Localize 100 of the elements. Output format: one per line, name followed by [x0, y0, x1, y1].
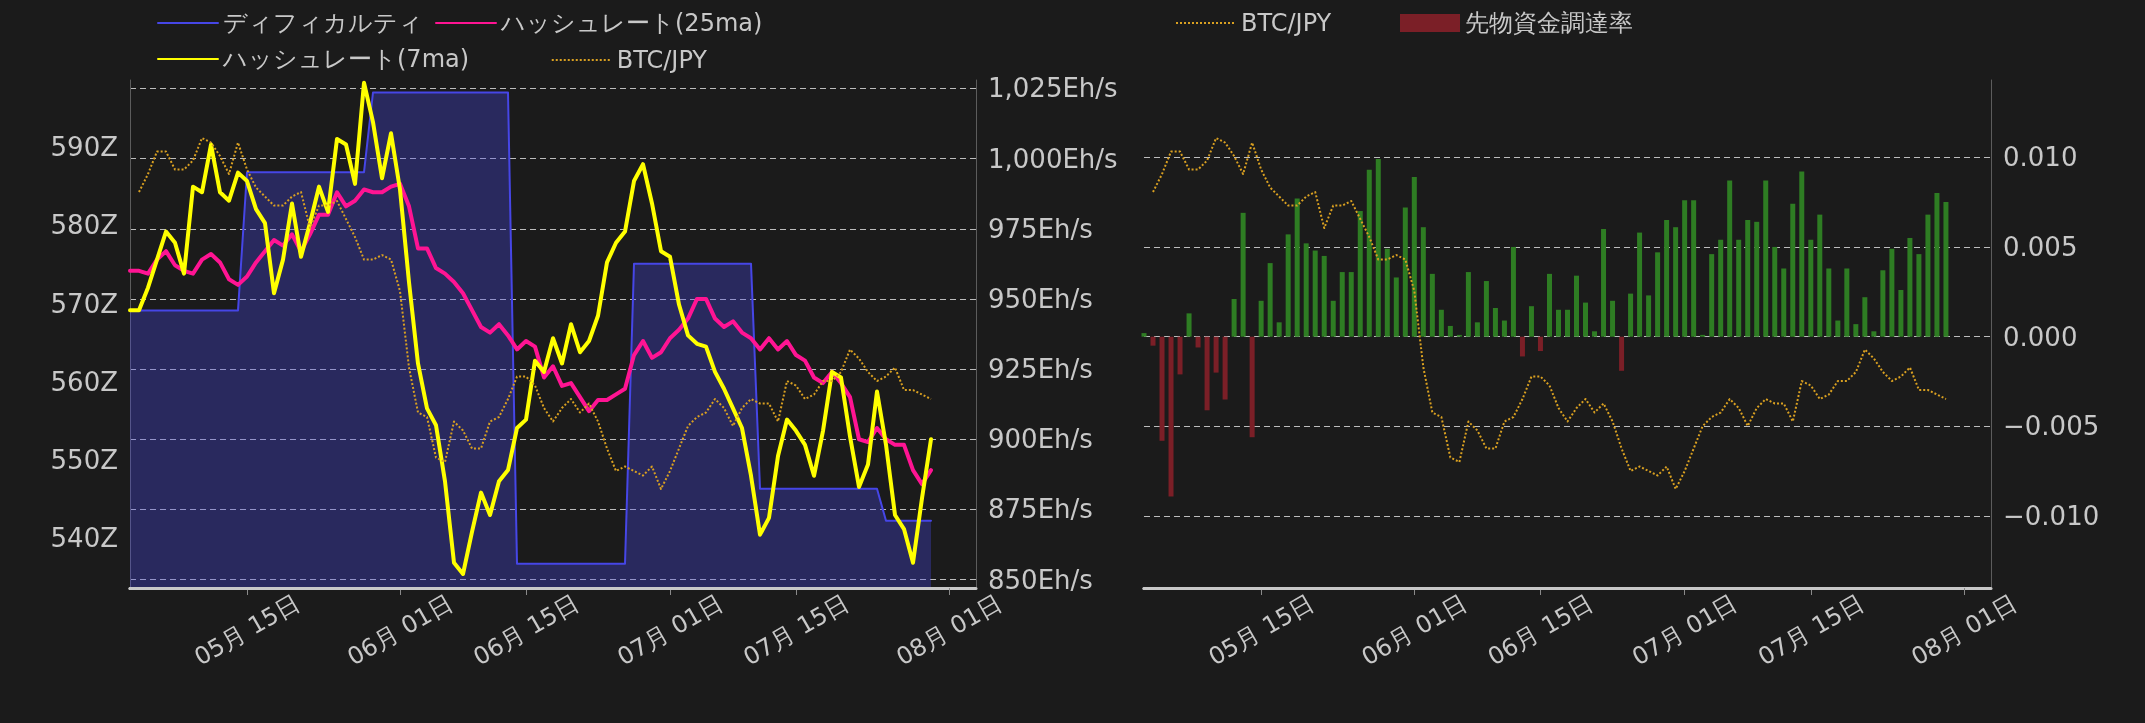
legend-label: 先物資金調達率 [1465, 9, 1633, 37]
x-tick-label: 07月 01日 [1627, 588, 1743, 672]
bar [1898, 290, 1904, 337]
y-tick-label: 550Z [50, 444, 118, 475]
x-tick-label: 08月 01日 [1906, 588, 2022, 672]
bar [1853, 324, 1859, 337]
bar [1312, 250, 1318, 337]
bar [1321, 255, 1327, 337]
legend-label: ハッシュレート(25ma) [500, 9, 763, 37]
y-tick-label: 590Z [50, 132, 118, 163]
y-tick-label: 540Z [50, 522, 118, 553]
bar [1384, 248, 1390, 337]
bar [1601, 228, 1607, 337]
bar [1240, 212, 1246, 337]
bar [1258, 300, 1264, 337]
bar [1646, 295, 1652, 337]
bar [1285, 234, 1291, 337]
bar [1402, 207, 1408, 337]
bar [1537, 336, 1543, 352]
y2-tick-label: 1,000Eh/s [988, 143, 1118, 174]
y2-tick-label: −0.010 [2003, 501, 2100, 532]
bar [1276, 322, 1282, 337]
bar [1231, 299, 1237, 337]
y2-tick-label: 0.000 [2003, 321, 2078, 352]
y2-tick-label: 0.005 [2003, 231, 2078, 262]
y-tick-label: 570Z [50, 288, 118, 319]
bar [1555, 309, 1561, 337]
bar [1763, 180, 1769, 337]
bar [1817, 214, 1823, 337]
bar [1411, 176, 1417, 337]
bar [1357, 211, 1363, 337]
bar [1438, 309, 1444, 337]
bar [1150, 336, 1156, 346]
bar [1745, 220, 1751, 337]
bar [1790, 203, 1796, 337]
bar [1628, 293, 1634, 337]
x-tick-label: 06月 15日 [1482, 588, 1598, 672]
bar [1709, 254, 1715, 337]
bar [1727, 180, 1733, 337]
bar [1159, 336, 1165, 441]
bar [1574, 275, 1580, 337]
bar [1565, 309, 1570, 337]
bar [1880, 270, 1886, 337]
y-tick-label: 560Z [50, 366, 118, 397]
x-tick-label: 06月 15日 [468, 588, 584, 672]
y2-tick-label: −0.005 [2003, 411, 2100, 442]
bar [1474, 322, 1480, 337]
bar [1465, 272, 1471, 337]
x-tick-label: 06月 01日 [342, 588, 458, 672]
bar [1492, 307, 1498, 337]
bar [1637, 232, 1643, 337]
y2-tick-label: 1,025Eh/s [988, 73, 1118, 104]
bar [1519, 336, 1525, 357]
bar [1483, 281, 1489, 337]
bar [1772, 246, 1778, 337]
bar [1186, 313, 1192, 337]
bar [1330, 300, 1336, 337]
bar [1592, 331, 1598, 337]
bar [1889, 248, 1895, 337]
y2-tick-label: 950Eh/s [988, 283, 1093, 314]
y2-tick-label: 925Eh/s [988, 354, 1093, 385]
x-tick-label: 05月 15日 [189, 588, 305, 672]
x-tick-label: 07月 15日 [738, 588, 854, 672]
bar [1528, 306, 1534, 337]
bar [1862, 297, 1868, 337]
bar [1844, 268, 1850, 337]
bar [1429, 273, 1435, 337]
bar [1339, 272, 1345, 337]
bar [1835, 320, 1841, 337]
bar [1348, 272, 1354, 337]
bar [1925, 214, 1931, 337]
y2-tick-label: 875Eh/s [988, 494, 1093, 525]
x-tick-label: 06月 01日 [1356, 588, 1472, 672]
bar [1826, 268, 1832, 337]
y-tick-label: 580Z [50, 210, 118, 241]
bar [1375, 158, 1381, 337]
bar [1934, 193, 1940, 337]
bar [1141, 333, 1147, 337]
bar [1213, 336, 1219, 373]
legend-label: BTC/JPY [616, 46, 708, 74]
bar [1294, 198, 1300, 337]
bar [1916, 254, 1922, 337]
bar [1691, 200, 1697, 337]
legend-label: ハッシュレート(7ma) [222, 45, 470, 73]
bar [1267, 263, 1273, 337]
bar [1510, 246, 1516, 337]
bar [1420, 227, 1426, 337]
bar [1808, 239, 1814, 337]
bar [1673, 227, 1679, 337]
y2-tick-label: 975Eh/s [988, 213, 1093, 244]
bar [1619, 336, 1625, 371]
bar [1871, 331, 1877, 337]
bar [1393, 277, 1399, 337]
bar [1204, 336, 1210, 411]
bar [1799, 171, 1805, 337]
bar [1682, 200, 1688, 337]
bar [1366, 169, 1372, 337]
y2-tick-label: 900Eh/s [988, 424, 1093, 455]
bar [1177, 336, 1183, 375]
bar [1664, 220, 1670, 337]
